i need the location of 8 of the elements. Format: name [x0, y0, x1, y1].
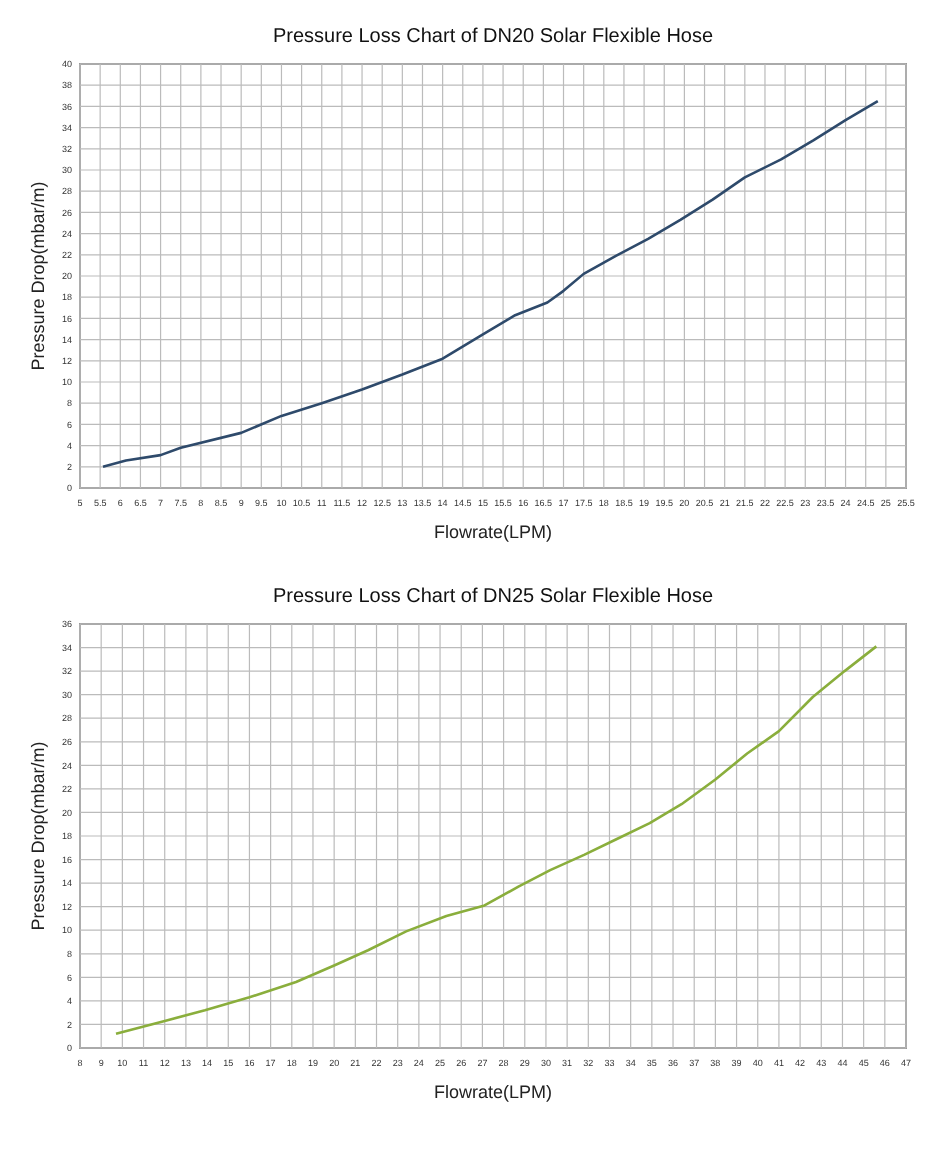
line-series: [114, 645, 878, 1036]
x-axis-title: Flowrate(LPM): [433, 522, 553, 542]
y-axis-title: Pressure Drop(mbar/m): [28, 741, 48, 931]
chart-title: Pressure Loss Chart of DN25 Solar Flexible Hose: [272, 586, 714, 608]
line-series: [101, 99, 880, 469]
x-axis-title: Flowrate(LPM): [433, 1082, 553, 1102]
chart-title: Pressure Loss Chart of DN20 Solar Flexible Hose: [272, 26, 714, 48]
y-axis-title: Pressure Drop(mbar/m): [28, 181, 48, 371]
